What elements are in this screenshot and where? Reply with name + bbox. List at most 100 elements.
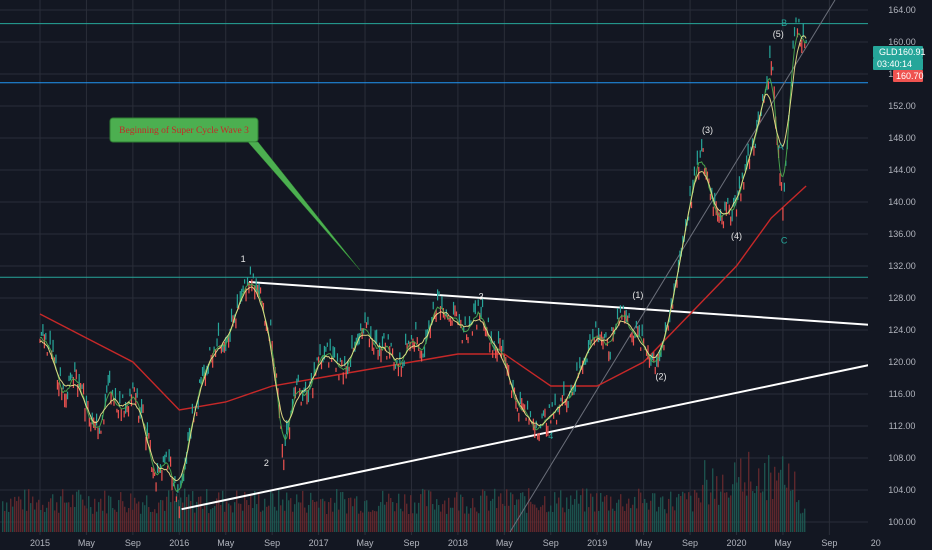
volume-bar <box>766 500 768 532</box>
volume-bar <box>650 500 652 532</box>
price-tick-label: 136.00 <box>888 229 916 239</box>
volume-bar <box>642 503 644 532</box>
volume-bar <box>490 500 492 532</box>
volume-bar <box>682 491 684 532</box>
volume-bar <box>718 504 720 532</box>
volume-bar <box>210 509 212 532</box>
volume-bar <box>482 489 484 532</box>
volume-bar <box>736 482 738 532</box>
volume-bar <box>480 495 482 532</box>
volume-bar <box>698 497 700 532</box>
volume-bar <box>456 492 458 532</box>
volume-bar <box>300 502 302 532</box>
volume-bar <box>768 455 770 532</box>
volume-bar <box>496 508 498 532</box>
volume-bar <box>6 502 8 532</box>
volume-bar <box>552 511 554 532</box>
wave-labels: 1 2 3 4 (1) (2) (3) (4) (5) A B C <box>241 18 788 468</box>
volume-bar <box>164 510 166 532</box>
volume-bar <box>292 511 294 532</box>
volume-bar <box>590 493 592 532</box>
volume-bar <box>756 486 758 532</box>
volume-bar <box>584 511 586 532</box>
volume-bar <box>314 501 316 532</box>
volume-bar <box>804 508 806 532</box>
volume-bar <box>192 491 194 532</box>
volume-bar <box>220 505 222 532</box>
volume-bar <box>218 492 220 532</box>
volume-bar <box>424 489 426 532</box>
volume-bar <box>602 501 604 532</box>
volume-bar <box>276 510 278 532</box>
volume-bar <box>318 507 320 532</box>
volume-bar <box>232 512 234 532</box>
volume-bar <box>4 510 6 532</box>
volume-bar <box>434 509 436 532</box>
volume-bar <box>250 494 252 532</box>
volume-bar <box>240 503 242 532</box>
volume-bar <box>668 498 670 532</box>
volume-bar <box>128 508 130 532</box>
time-tick-label: 2016 <box>169 538 189 548</box>
volume-bar <box>264 498 266 532</box>
volume-bar <box>378 505 380 532</box>
volume-bar <box>382 490 384 532</box>
volume-bar <box>508 505 510 532</box>
price-tag-countdown-box <box>873 58 923 70</box>
time-tick-label: 2017 <box>309 538 329 548</box>
volume-bar <box>282 499 284 532</box>
volume-bar <box>102 510 104 532</box>
volume-bar <box>124 506 126 532</box>
volume-bar <box>422 488 424 532</box>
volume-bar <box>302 490 304 532</box>
volume-bar <box>198 496 200 532</box>
volume-bar <box>80 494 82 532</box>
volume-bar <box>428 490 430 532</box>
volume-bar <box>2 501 4 532</box>
volume-bar <box>458 510 460 532</box>
volume-bar <box>438 505 440 532</box>
volume-bar <box>306 512 308 532</box>
volume-bar <box>34 509 36 532</box>
time-tick-label: Sep <box>682 538 698 548</box>
volume-bar <box>288 500 290 532</box>
volume-bar <box>492 498 494 532</box>
time-axis[interactable]: 2015 May Sep 2016 May Sep 2017 May Sep 2018 May Sep… <box>30 538 881 548</box>
volume-bar <box>330 497 332 532</box>
volume-bar <box>512 494 514 532</box>
volume-bar <box>10 498 12 532</box>
volume-bar <box>644 498 646 532</box>
volume-bar <box>628 498 630 532</box>
volume-bar <box>536 507 538 532</box>
volume-bar <box>226 501 228 532</box>
volume-bar <box>662 496 664 532</box>
volume-bar <box>614 510 616 532</box>
price-tick-label: 108.00 <box>888 453 916 463</box>
annotation-box[interactable] <box>109 117 259 143</box>
volume-bar <box>570 495 572 532</box>
volume-bar <box>228 503 230 532</box>
volume-bar <box>204 505 206 532</box>
volume-bar <box>546 512 548 532</box>
volume-bars <box>2 451 806 532</box>
volume-bar <box>464 513 466 532</box>
volume-bar <box>320 499 322 532</box>
volume-bar <box>216 498 218 532</box>
volume-bar <box>340 492 342 532</box>
volume-bar <box>24 489 26 532</box>
annotation[interactable]: Beginning of Super Cycle Wave 3 <box>109 117 361 271</box>
volume-bar <box>62 489 64 532</box>
volume-bar <box>162 500 164 532</box>
volume-bar <box>88 496 90 532</box>
volume-bar <box>246 500 248 532</box>
price-axis[interactable]: 164.00160.00156.00152.00148.00144.00140.… <box>868 0 932 550</box>
volume-bar <box>716 476 718 532</box>
volume-bar <box>610 496 612 532</box>
volume-bar <box>332 511 334 532</box>
volume-bar <box>436 499 438 532</box>
volume-bar <box>380 502 382 532</box>
volume-bar <box>412 513 414 532</box>
time-tick-label: May <box>217 538 235 548</box>
volume-bar <box>322 498 324 532</box>
